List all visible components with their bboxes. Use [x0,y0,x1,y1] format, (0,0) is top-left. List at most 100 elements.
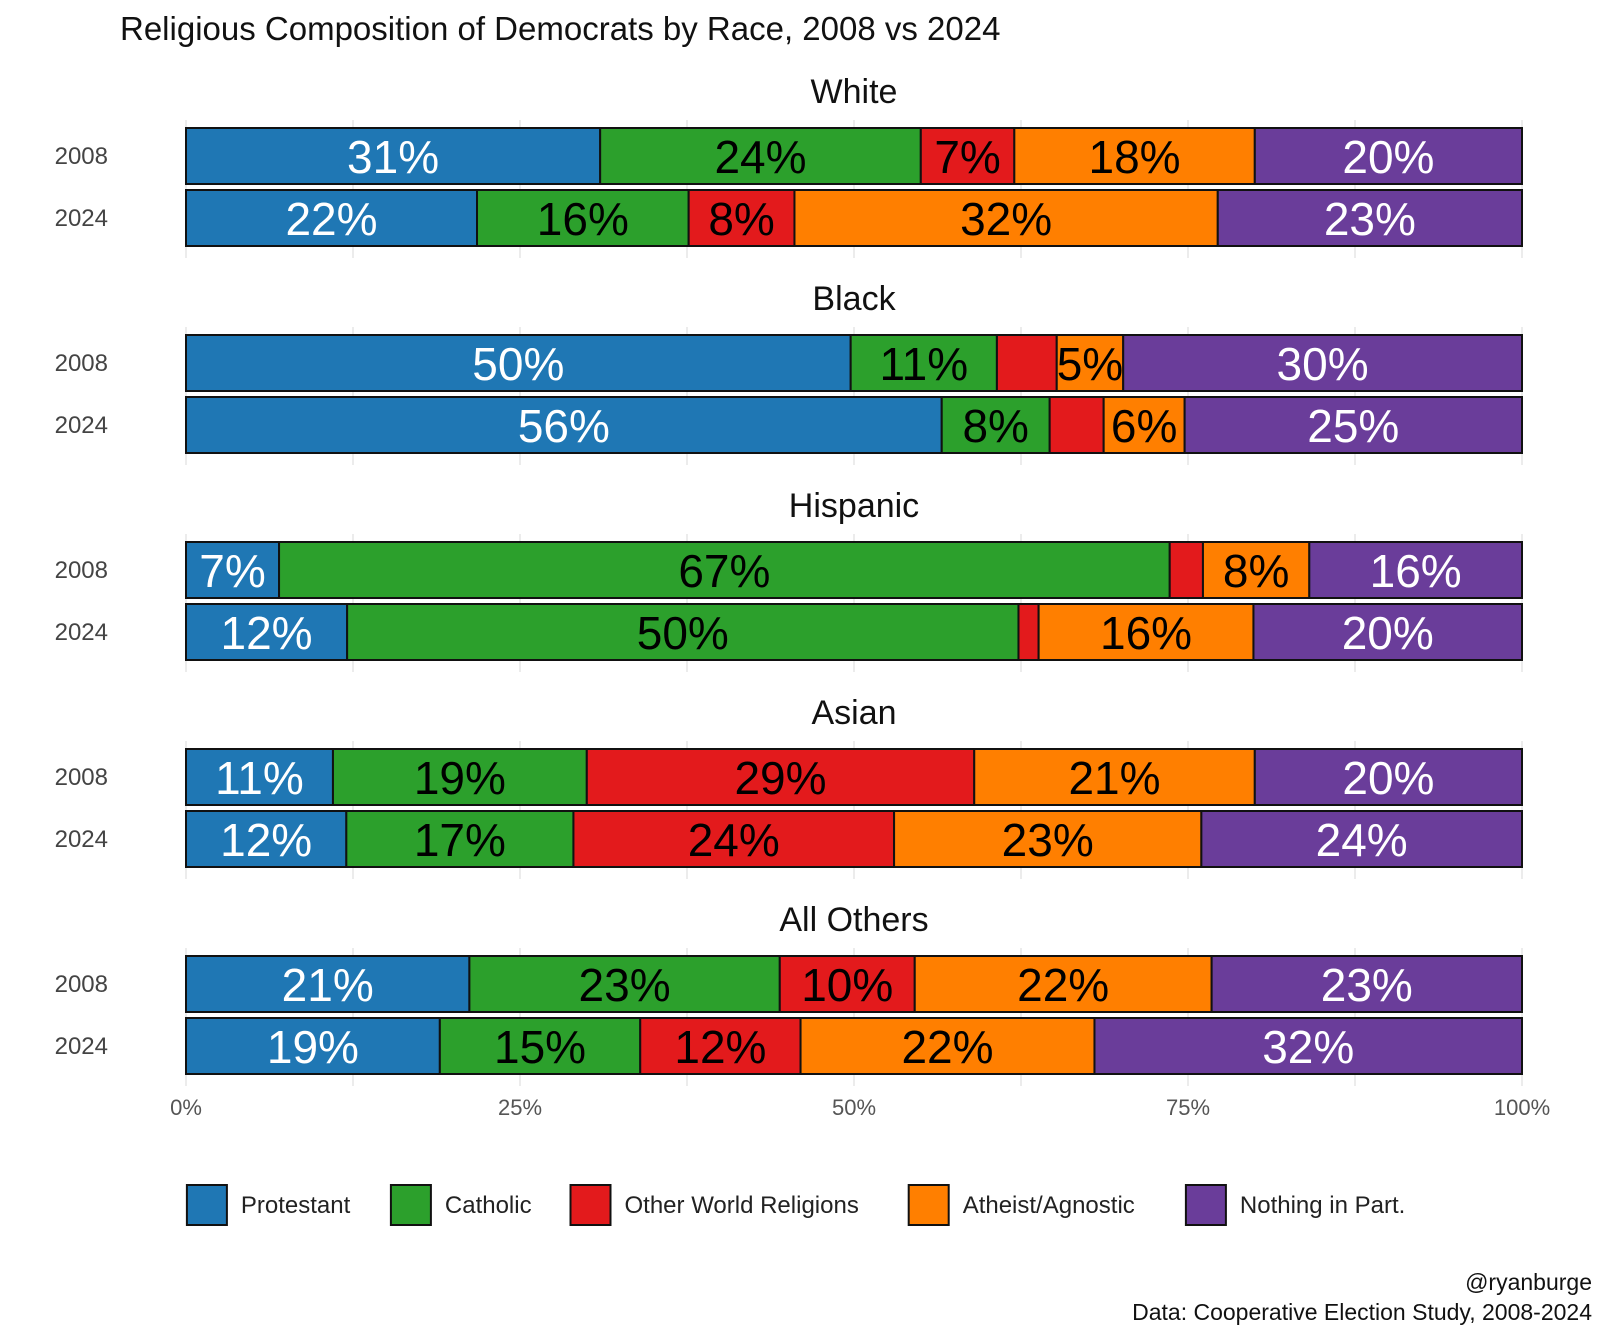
data-label: 16% [1370,545,1462,597]
data-label: 18% [1089,131,1181,183]
data-label: 30% [1277,338,1369,390]
facet-title: Black [812,280,896,318]
data-label: 32% [1262,1021,1354,1073]
data-label: 8% [708,193,774,245]
year-label: 2008 [55,971,108,998]
bar-segment-nothing-in-part- [1093,1017,1523,1075]
data-label: 22% [1017,959,1109,1011]
legend-label: Atheist/Agnostic [963,1192,1135,1219]
facets: White 2008 31% 24% 7% 18% 20% 2024 22% 16% 8% 32% 23… [55,73,1524,1075]
data-label: 10% [801,959,893,1011]
x-tick-label: 100% [1494,1095,1550,1120]
x-tick-label: 75% [1166,1095,1210,1120]
legend-label: Other World Religions [625,1192,859,1219]
bar-segment-other-world-religions [919,127,1016,185]
bar-segment-catholic [468,955,781,1013]
caption-handle: @ryanburge [1465,1269,1592,1295]
year-label: 2008 [55,557,108,584]
bar-segment-protestant [185,1017,441,1075]
facet-hispanic: Hispanic 2008 7% 67% 8% 16% 2024 12% 50% 16% 20% [55,487,1523,661]
data-label: 50% [472,338,564,390]
data-label: 23% [1321,959,1413,1011]
bar-segment-catholic [345,810,575,868]
data-label: 11% [215,752,304,804]
data-label: 19% [414,752,506,804]
bar-segment-protestant [185,748,334,806]
data-label: 7% [199,545,265,597]
legend-label: Nothing in Part. [1240,1192,1405,1219]
chart-title: Religious Composition of Democrats by Ra… [120,10,1000,47]
legend-swatch [185,1184,228,1226]
legend-swatch [1184,1184,1227,1226]
data-label: 56% [518,400,610,452]
legend-swatch [907,1184,950,1226]
facet-title: Asian [811,694,896,732]
bar-segment-nothing-in-part- [1122,334,1523,392]
x-tick-label: 25% [498,1095,542,1120]
year-label: 2024 [55,412,108,439]
data-label: 22% [285,193,377,245]
bar-segment-catholic [599,127,922,185]
bar-segment-atheist-agnostic [793,189,1219,247]
data-label: 50% [637,607,729,659]
data-label: 24% [688,814,780,866]
caption: @ryanburge Data: Cooperative Election Stu… [1132,1269,1592,1325]
bar-segment-other-world-religions [995,334,1058,392]
bar-segment-catholic [278,541,1171,599]
year-label: 2024 [55,205,108,232]
bar-segment-atheist-agnostic [913,955,1213,1013]
data-label: 32% [960,193,1052,245]
bar-segment-protestant [185,603,349,661]
year-label: 2008 [55,350,108,377]
year-label: 2024 [55,1033,108,1060]
legend-swatch [389,1184,432,1226]
data-label: 12% [220,814,312,866]
data-label: 29% [734,752,826,804]
x-tick-label: 0% [170,1095,202,1120]
bar-segment-other-world-religions [585,748,976,806]
data-label: 31% [347,131,439,183]
bar-segment-catholic [346,603,1020,661]
bar-segment-protestant [185,810,348,868]
year-label: 2008 [55,764,108,791]
facet-title: All Others [779,901,928,939]
bar-segment-nothing-in-part- [1252,603,1523,661]
data-label: 23% [579,959,671,1011]
data-label: 15% [494,1021,586,1073]
data-label: 21% [282,959,374,1011]
bar-segment-atheist-agnostic [1201,541,1311,599]
x-tick-label: 50% [832,1095,876,1120]
data-label: 16% [1100,607,1192,659]
bar-segment-other-world-religions [1017,603,1040,661]
data-label: 16% [537,193,629,245]
bar-segment-other-world-religions [572,810,896,868]
data-label: 25% [1307,400,1399,452]
bar-segment-other-world-religions [1048,396,1105,454]
data-label: 8% [962,400,1028,452]
facet-black: Black 2008 50% 11% 5% 30% 2024 56% 8% 6% 25% [55,280,1523,454]
bar-segment-atheist-agnostic [1102,396,1186,454]
data-label: 20% [1342,607,1434,659]
data-label: 20% [1342,752,1434,804]
facet-title: White [811,73,898,111]
data-label: 21% [1068,752,1160,804]
data-label: 20% [1342,131,1434,183]
facet-white: White 2008 31% 24% 7% 18% 20% 2024 22% 16% 8% 32% 23… [55,73,1524,247]
bar-segment-nothing-in-part- [1210,955,1524,1013]
bar-segment-other-world-religions [1168,541,1204,599]
bar-segment-atheist-agnostic [799,1017,1096,1075]
data-label: 11% [879,338,968,390]
data-label: 67% [678,545,770,597]
data-label: 12% [674,1021,766,1073]
bar-segment-protestant [185,127,602,185]
legend-label: Catholic [445,1192,532,1219]
data-label: 24% [1316,814,1408,866]
bar-segment-catholic [331,748,588,806]
bar-segment-catholic [438,1017,642,1075]
data-label: 22% [901,1021,993,1073]
bar-segment-nothing-in-part- [1253,748,1524,806]
facet-asian: Asian 2008 11% 19% 29% 21% 20% 2024 12% 17% 24% 23%… [55,694,1524,868]
bar-segment-other-world-religions [639,1017,802,1075]
data-label: 23% [1324,193,1416,245]
bar-segment-protestant [185,396,943,454]
